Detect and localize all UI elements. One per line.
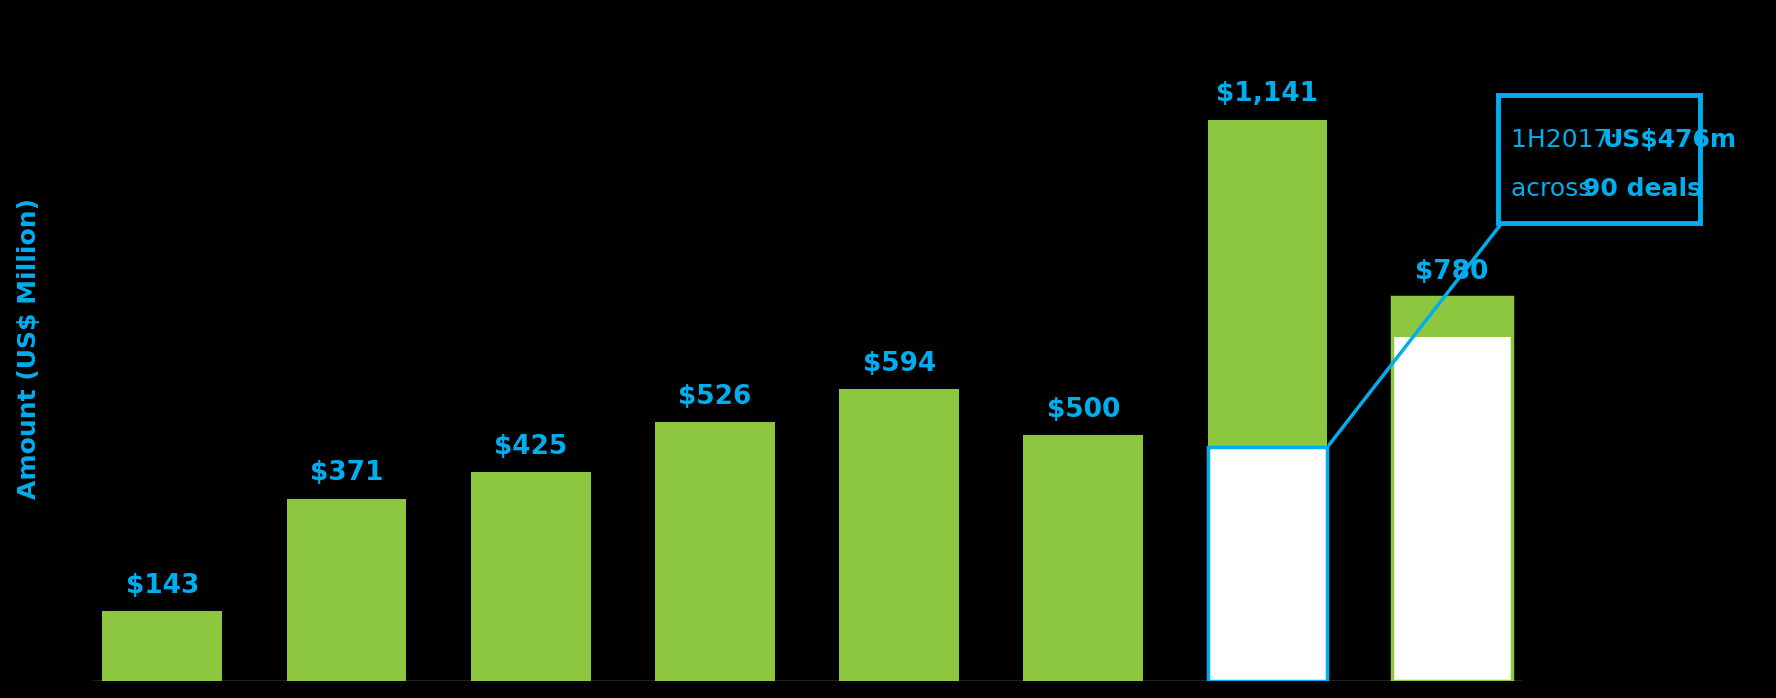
Bar <box>1392 297 1511 336</box>
Text: $371: $371 <box>309 461 384 487</box>
Bar <box>1023 435 1144 681</box>
Bar <box>1208 447 1327 681</box>
Text: across: across <box>1511 177 1598 201</box>
Text: $425: $425 <box>494 433 567 460</box>
Y-axis label: Amount (US$ Million): Amount (US$ Million) <box>16 198 41 500</box>
Bar <box>655 422 774 681</box>
Text: 90 deals: 90 deals <box>1584 177 1703 201</box>
Text: 1H2017:: 1H2017: <box>1511 128 1625 151</box>
Text: $143: $143 <box>126 572 199 599</box>
Text: $526: $526 <box>678 384 751 410</box>
Bar <box>1208 119 1327 681</box>
Text: $500: $500 <box>1046 397 1121 423</box>
Text: $780: $780 <box>1415 259 1488 285</box>
Text: US$476m: US$476m <box>1602 128 1737 151</box>
Bar <box>471 472 591 681</box>
Bar <box>840 389 959 681</box>
FancyBboxPatch shape <box>1497 96 1700 223</box>
Bar <box>286 498 407 681</box>
Text: $594: $594 <box>863 350 936 377</box>
Text: $1,141: $1,141 <box>1217 81 1318 107</box>
Bar <box>103 611 222 681</box>
Bar <box>1392 297 1511 681</box>
